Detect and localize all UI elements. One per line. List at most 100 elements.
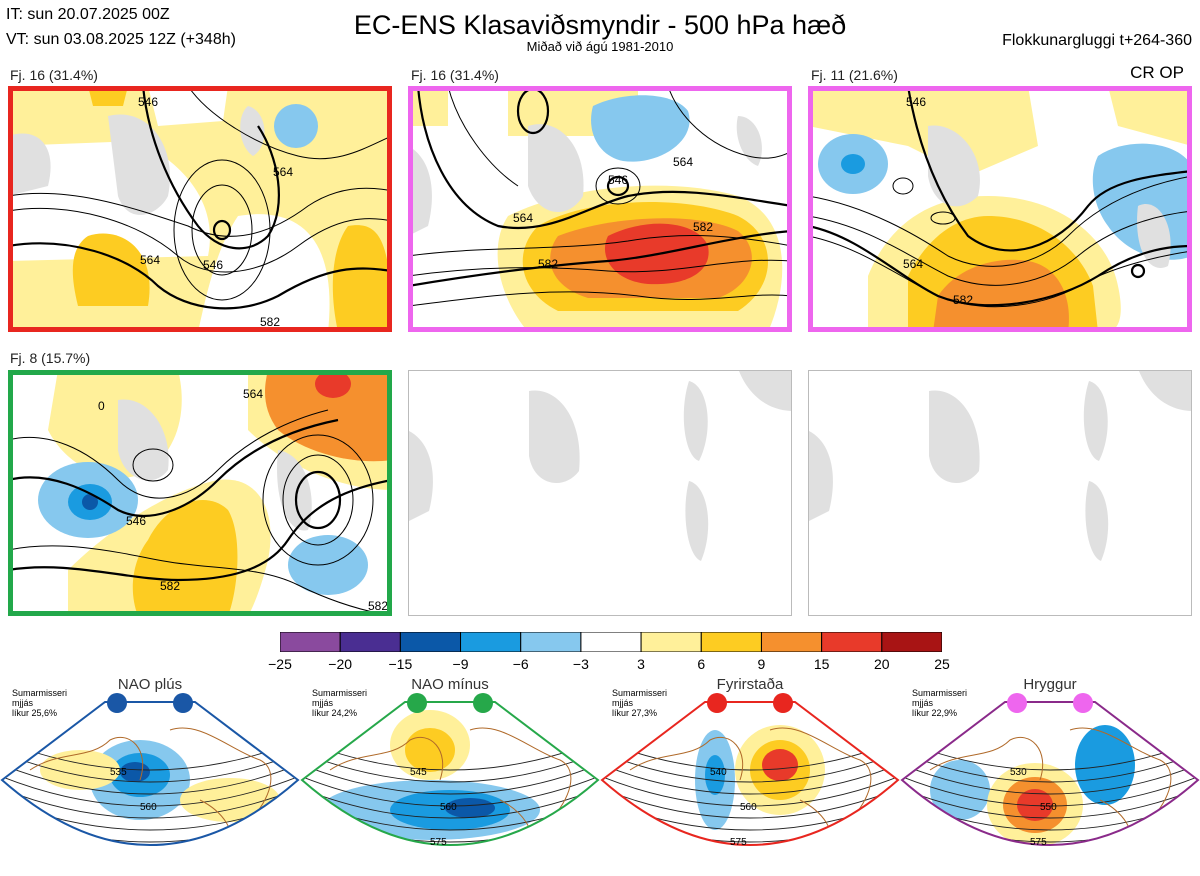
contour-label: 546 <box>203 258 223 272</box>
contour-label: 582 <box>953 293 973 307</box>
regime-border <box>0 701 300 846</box>
regime-contour-label: 530 <box>1010 767 1027 778</box>
panel-border-3 <box>808 86 1192 332</box>
colorbar-tick-label: 3 <box>637 656 645 672</box>
regime-contour-label: 560 <box>440 802 457 813</box>
height-contour <box>2 763 298 795</box>
regime-dot <box>1073 693 1093 713</box>
anomaly-shading <box>705 755 725 795</box>
anomaly-shading <box>1075 725 1135 805</box>
regime-border <box>600 701 900 846</box>
cluster-map-1: 546 564 546 564 582 <box>8 86 392 332</box>
regime-border <box>900 701 1200 846</box>
regime-border <box>300 701 600 846</box>
height-contour <box>902 775 1198 807</box>
height-contour <box>602 739 898 771</box>
colorbar-tick-label: 25 <box>934 656 950 672</box>
contour-label: 582 <box>260 315 280 329</box>
height-contour <box>2 787 298 819</box>
contour-label: 564 <box>513 211 533 225</box>
height-contour <box>602 775 898 807</box>
height-contour <box>902 787 1198 819</box>
anomaly-shading <box>762 749 798 781</box>
colorbar-swatch <box>279 631 341 653</box>
classification-window: Flokkunargluggi t+264-360 <box>1002 32 1192 49</box>
regime-info: Sumarmisseri mjjás líkur 25,6% <box>12 688 68 718</box>
anomaly-shading <box>1017 789 1053 821</box>
panel-label-3: Fj. 11 (21.6%) <box>811 67 898 83</box>
colorbar-swatch <box>460 631 522 653</box>
colorbar-swatch <box>399 631 462 653</box>
coastline <box>329 727 572 845</box>
colorbar-tick-label: −20 <box>328 656 353 672</box>
regime-contour-label: 535 <box>110 767 127 778</box>
contour-label: 582 <box>693 220 713 234</box>
contour-label: 564 <box>903 257 923 271</box>
anomaly-shading <box>1015 854 1045 866</box>
regime-contour-label: 550 <box>1040 802 1057 813</box>
cr-op-label: CR OP <box>1130 63 1184 82</box>
contour-label: 564 <box>673 155 693 169</box>
colorbar-swatch <box>339 631 401 653</box>
regime-map: 540 560 575 <box>600 690 900 871</box>
regime-dot <box>707 693 727 713</box>
issue-time: IT: sun 20.07.2025 00Z <box>6 6 170 23</box>
colorbar-swatch <box>520 631 582 653</box>
colorbar-tick-label: 9 <box>757 656 766 672</box>
colorbar-tick-label: −3 <box>572 656 589 672</box>
coastline <box>929 727 1172 845</box>
contour-label: 582 <box>160 579 180 593</box>
colorbar-swatch <box>760 631 823 653</box>
colorbar-tick-label: 15 <box>813 656 830 672</box>
panel-label-2: Fj. 16 (31.4%) <box>411 67 499 83</box>
panel-label-4: Fj. 8 (15.7%) <box>10 350 91 366</box>
regime-info: Sumarmisseri mjjás líkur 27,3% <box>612 688 668 718</box>
regime-title: NAO plús <box>117 676 183 693</box>
regime-dot <box>407 693 427 713</box>
regime-dot <box>1007 693 1027 713</box>
colorbar-tick-label: −9 <box>452 656 469 672</box>
regime-dot <box>107 693 127 713</box>
height-contour <box>902 763 1198 795</box>
contour-label: 0 <box>98 399 105 413</box>
contour-label: 564 <box>273 165 293 179</box>
coastline <box>29 727 272 845</box>
regime-dot <box>773 693 793 713</box>
anomaly-shading <box>405 728 455 772</box>
cluster-map-2: 546 564 582 564 582 <box>408 86 792 332</box>
colorbar-tick-label: 20 <box>874 656 890 672</box>
cluster-map-4: 546 564 564 582 582 0 <box>8 370 392 616</box>
regime-contour-label: 560 <box>740 802 757 813</box>
height-contour <box>902 739 1198 771</box>
regime-info: Sumarmisseri mjjás líkur 24,2% <box>312 688 368 718</box>
valid-time: VT: sun 03.08.2025 12Z (+348h) <box>6 31 236 48</box>
colorbar-swatch <box>881 631 943 653</box>
contour-label: 546 <box>138 95 158 109</box>
contour-label: 582 <box>368 599 388 613</box>
regime-title: NAO mínus <box>411 676 489 693</box>
colorbar-swatch <box>821 631 883 653</box>
empty-map-5 <box>408 370 792 616</box>
page-subtitle: Miðað við ágú 1981-2010 <box>526 39 674 54</box>
regime-contour-label: 575 <box>1030 837 1047 848</box>
contour-label: 564 <box>243 387 263 401</box>
colorbar-tick-label: −25 <box>268 656 292 672</box>
regime-contour-label: 540 <box>710 767 727 778</box>
colorbar-swatch <box>700 631 762 653</box>
height-contour <box>602 787 898 819</box>
height-contour <box>2 739 298 771</box>
height-contour <box>2 775 298 807</box>
colorbar-swatch <box>640 631 702 653</box>
contour-label: 546 <box>608 173 628 187</box>
colorbar-swatch <box>580 631 642 653</box>
regime-map: 535 560 <box>0 690 300 871</box>
contour-label: 546 <box>126 514 146 528</box>
regime-contour-label: 560 <box>140 802 157 813</box>
panel-label-1: Fj. 16 (31.4%) <box>10 67 98 83</box>
anomaly-shading <box>40 750 120 790</box>
panel-border-4 <box>8 370 392 616</box>
regime-title: Fyrirstaða <box>716 676 784 693</box>
regime-contour-label: 545 <box>410 767 427 778</box>
colorbar-tick-label: 6 <box>697 656 706 672</box>
height-contour <box>302 775 598 807</box>
